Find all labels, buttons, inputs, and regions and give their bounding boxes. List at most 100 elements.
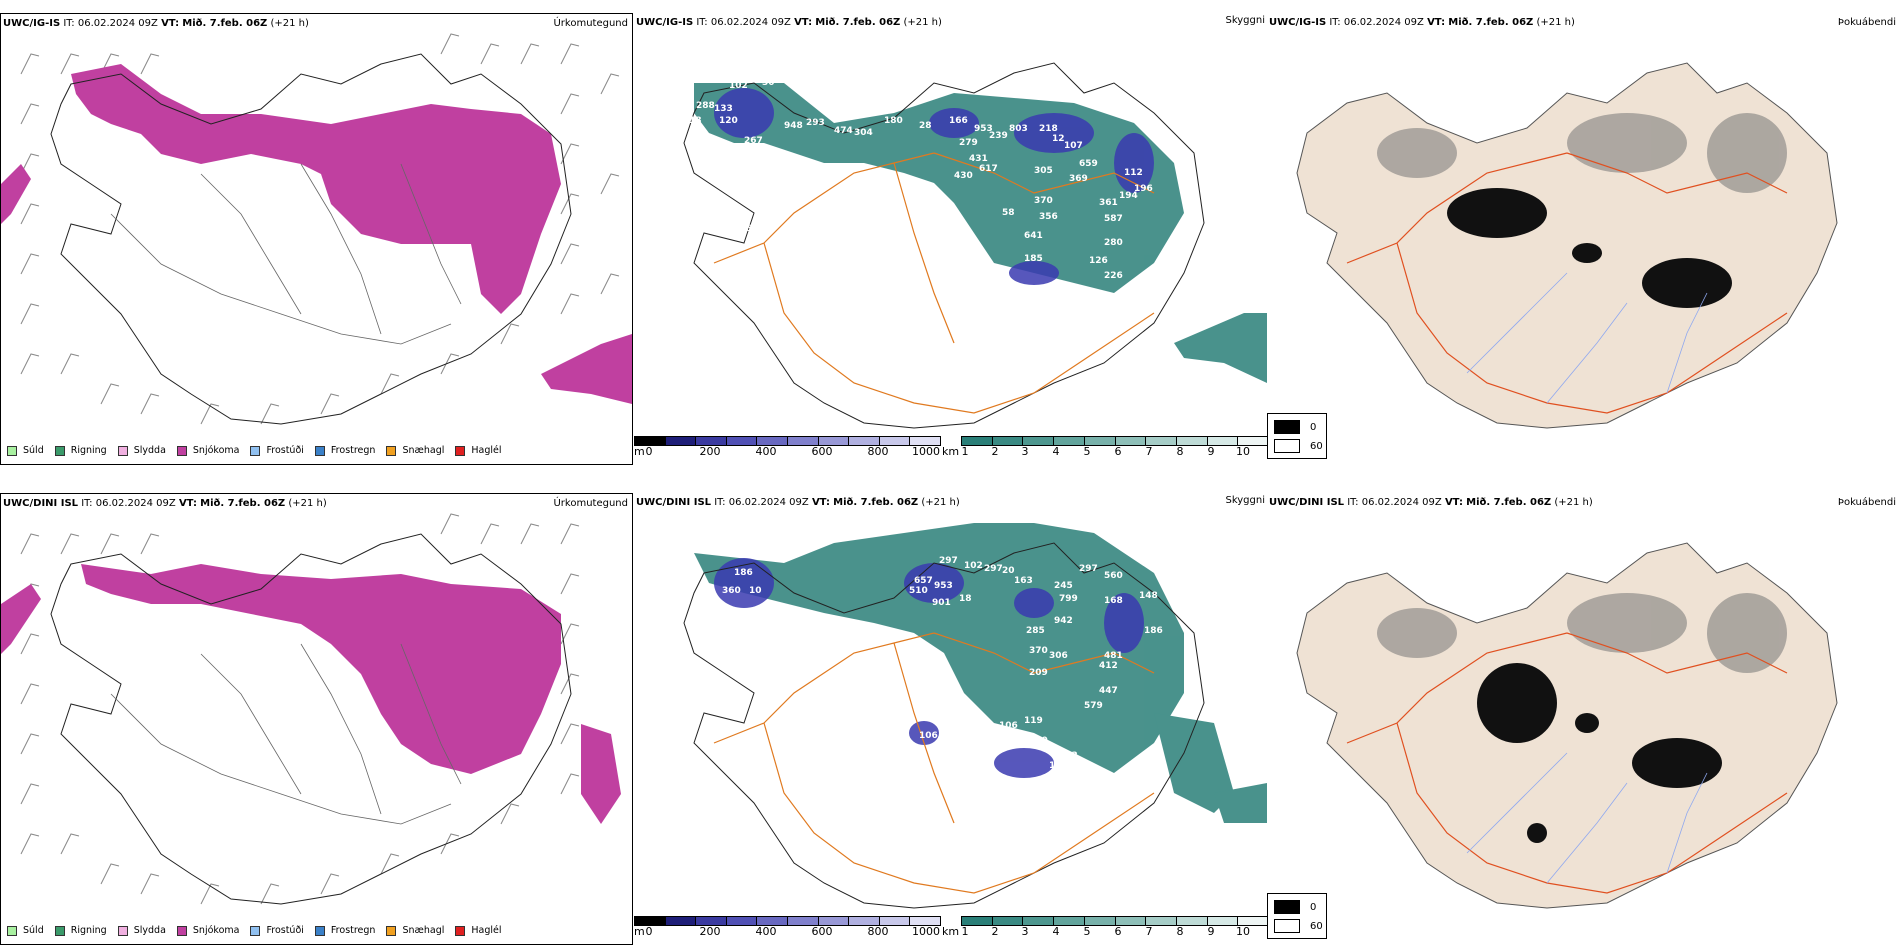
visibility-value-label: 185 [1024, 254, 1043, 264]
legend-label: Frostregn [330, 925, 376, 936]
precip-legend: Súld Rigning Slydda Snjókoma Frostúði Fr… [7, 445, 502, 456]
visibility-ticks: 0 200 400 600 800 1000 [645, 925, 941, 938]
fog-legend: 0 60 [1267, 413, 1327, 459]
visibility-value-label: 58 [1002, 208, 1015, 218]
visibility-value-label: 120 [719, 116, 738, 126]
visibility-value-label: 304 [854, 128, 873, 138]
visibility-value-label: 361 [1099, 198, 1118, 208]
visibility-value-label: 20 [1002, 566, 1015, 576]
row2-cloud-header: UWC/DINI ISL IT: 06.02.2024 09Z VT: Mið.… [636, 497, 960, 508]
fog-rivers [1466, 752, 1708, 884]
visibility-value-label: 218 [1039, 124, 1058, 134]
row2-cloud-panel: UWC/DINI ISL IT: 06.02.2024 09Z VT: Mið.… [634, 493, 1269, 945]
row1-cloud-map: 102 30 288 133 18 120 267 948 293 474 304 180 28 166 9… [683, 62, 1267, 429]
legend-swatch [250, 925, 261, 936]
legend-swatch [176, 925, 187, 936]
iceland-outline [50, 533, 572, 905]
precip-legend-item: Snjókoma [176, 445, 239, 456]
row2-precip-title: Úrkomutegund [553, 498, 628, 509]
snow-area [1, 564, 621, 824]
visibility-value-label: 431 [969, 154, 988, 164]
visibility-value-label: 370 [1029, 646, 1048, 656]
legend-swatch [455, 445, 466, 456]
row2-precip-header: UWC/DINI ISL IT: 06.02.2024 09Z VT: Mið.… [3, 498, 327, 509]
precip-legend-item: Haglél [455, 445, 502, 456]
visibility-value-label: 369 [1069, 174, 1088, 184]
precip-legend-item: Frostúði [250, 445, 304, 456]
legend-swatch [54, 445, 65, 456]
visibility-value-label: 102 [729, 81, 748, 91]
visibility-value-label: 166 [949, 116, 968, 126]
visibility-value-label: 305 [1034, 166, 1053, 176]
legend-swatch [455, 925, 466, 936]
legend-swatch [386, 925, 397, 936]
fog-legend-swatch [1274, 919, 1300, 933]
visibility-value-label: 297 [1079, 564, 1098, 574]
visibility-value-label: 641 [1024, 231, 1043, 241]
visibility-value-label: 280 [1104, 238, 1123, 248]
roads [110, 643, 462, 825]
visibility-value-label: 172 [1059, 751, 1078, 761]
legend-swatch [314, 925, 325, 936]
visibility-value-label: 196 [1134, 184, 1153, 194]
visibility-value-label: 186 [734, 568, 753, 578]
legend-label: Slydda [133, 445, 166, 456]
visibility-value-label: 510 [909, 586, 928, 596]
iceland-outline [683, 62, 1205, 429]
row2-precip-panel: UWC/DINI ISL IT: 06.02.2024 09Z VT: Mið.… [0, 493, 633, 945]
legend-label: Súld [23, 445, 44, 456]
visibility-ticks: 0 200 400 600 800 1000 [645, 445, 941, 458]
fog-dark-areas [1477, 663, 1722, 843]
visibility-unit: m [634, 445, 645, 458]
row1-precip-title: Úrkomutegund [553, 18, 628, 29]
legend-label: Haglél [471, 925, 502, 936]
visibility-value-label: 141 [939, 756, 958, 766]
legend-label: Snjókoma [192, 925, 240, 936]
visibility-value-label: 370 [1034, 196, 1053, 206]
visibility-value-label: 948 [784, 121, 803, 131]
row1-precip-map [1, 33, 632, 425]
visibility-colorbar [634, 436, 941, 446]
visibility-value-label: 12 [1052, 134, 1065, 144]
ceiling-ticks: 1 2 3 4 5 6 7 8 9 10 [961, 445, 1251, 458]
visibility-value-label: 148 [1139, 591, 1158, 601]
legend-label: Rigning [70, 445, 107, 456]
legend-swatch [386, 445, 397, 456]
fog-legend-label: 60 [1310, 920, 1323, 932]
visibility-value-label: 306 [1049, 651, 1068, 661]
visibility-value-label: 106 [999, 721, 1018, 731]
visibility-value-label: 587 [1104, 214, 1123, 224]
visibility-value-label: 474 [834, 126, 853, 136]
visibility-colorbar [634, 916, 941, 926]
visibility-spots [714, 88, 1154, 285]
fog-grey-areas [1377, 593, 1787, 673]
legend-label: Frostregn [330, 445, 376, 456]
ceiling-unit: km [942, 445, 960, 458]
wind-barbs [20, 513, 580, 905]
cloud-ceiling-area [694, 523, 1267, 823]
fog-rivers [1466, 272, 1708, 404]
visibility-value-label: 799 [1059, 594, 1078, 604]
fog-legend: 0 60 [1267, 893, 1327, 939]
visibility-value-label: 18 [689, 116, 702, 126]
visibility-value-label: 481 [1104, 651, 1123, 661]
visibility-value-label: 13 [1049, 761, 1062, 771]
visibility-value-label: 942 [1054, 616, 1073, 626]
visibility-value-label: 659 [1079, 159, 1098, 169]
row1-fog-header: UWC/IG-IS IT: 06.02.2024 09Z VT: Mið. 7.… [1269, 17, 1575, 28]
fog-legend-label: 0 [1310, 421, 1317, 433]
fog-legend-swatch [1274, 900, 1300, 914]
visibility-unit: m [634, 925, 645, 938]
visibility-value-label: 162 [739, 224, 758, 234]
row2-fog-map [1296, 542, 1838, 909]
visibility-value-label: 28 [919, 121, 932, 131]
visibility-value-label: 285 [1026, 626, 1045, 636]
legend-label: Snæhagl [402, 445, 445, 456]
visibility-value-label: 186 [1144, 626, 1163, 636]
fog-legend-swatch [1274, 439, 1300, 453]
precip-legend-item: Rigning [54, 925, 107, 936]
visibility-value-label: 119 [1024, 716, 1043, 726]
visibility-value-label: 18 [959, 594, 972, 604]
visibility-value-label: 297 [984, 564, 1003, 574]
